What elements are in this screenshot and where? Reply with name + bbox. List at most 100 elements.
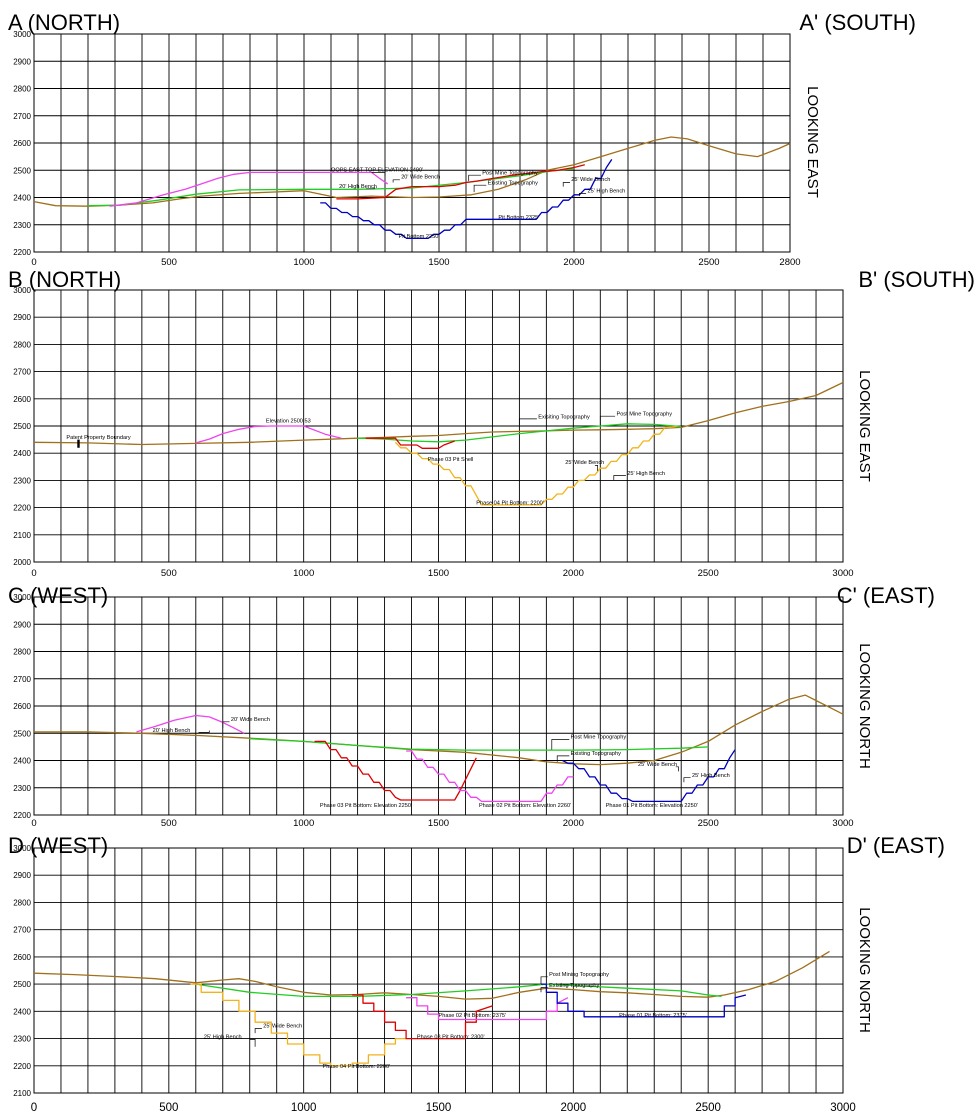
annotation-label: Existing Topography	[549, 983, 599, 989]
x-tick-label: 0	[31, 568, 36, 579]
annotation-label: 25' High Bench	[204, 1035, 242, 1041]
y-tick-label: 2100	[13, 531, 31, 540]
looking-direction-label: LOOKING NORTH	[856, 907, 873, 1033]
plot-frame	[33, 847, 844, 1094]
annotation-leader	[613, 475, 626, 481]
series-pit-blue	[320, 159, 613, 240]
y-tick-label: 2800	[13, 340, 31, 349]
annotation-leader	[556, 755, 570, 762]
series-pit-magenta	[406, 750, 574, 803]
x-tick-label: 500	[161, 257, 177, 268]
series-pit-blue	[541, 983, 747, 1018]
annotation-label: Post Mine Topography	[616, 412, 672, 418]
section-c-panel: 2200 2300 2400 2500 2600 2700 2800 2900 3000 0 500…	[8, 583, 935, 829]
looking-direction-label: LOOKING EAST	[856, 370, 873, 482]
series-pit-yellow	[190, 983, 407, 1067]
annotation-label: Phase 01 Pit Bottom: 2375'	[619, 1013, 687, 1019]
section-b-panel: 2000 2100 2200 2300 2400 2500 2600 2700 2800 2900…	[8, 267, 975, 579]
x-tick-label: 0	[31, 818, 36, 829]
x-tick-label: 0	[31, 257, 36, 268]
y-tick-label: 2600	[13, 702, 31, 711]
y-tick-label: 2900	[13, 313, 31, 322]
annotation-leader	[519, 418, 537, 425]
annotation-leader	[594, 465, 598, 471]
y-tick-label: 2800	[13, 648, 31, 657]
y-tick-label: 2700	[13, 675, 31, 684]
annotation-label: Elevation 2500.53	[266, 419, 311, 425]
y-tick-label: 2300	[13, 784, 31, 793]
series-post-mine-topography	[249, 738, 709, 751]
series-post-mine-topography	[87, 168, 575, 207]
annotation-leader	[683, 777, 691, 783]
series-pit-red	[352, 994, 493, 1040]
annotation-label: Patent Property Boundary	[66, 435, 131, 441]
annotation-label: 25' Wide Bench	[263, 1024, 302, 1030]
annotation-leader	[579, 193, 587, 197]
annotation-label: Phase 02 Pit Bottom: Elevation 2260'	[479, 803, 571, 809]
x-tick-label: 2500	[698, 568, 719, 579]
y-tick-label: 2700	[13, 926, 31, 935]
annotation-label: Phase 03 Pit Bottom: Elevation 2250'	[320, 803, 412, 809]
annotation-leader	[468, 174, 481, 182]
x-tick-label: 500	[161, 568, 177, 579]
annotation-leader	[392, 179, 400, 183]
series-pit-red	[314, 740, 477, 801]
y-tick-label: 3000	[13, 844, 31, 853]
y-tick-label: 2200	[13, 811, 31, 820]
y-tick-label: 2200	[13, 504, 31, 513]
y-tick-label: 2400	[13, 194, 31, 203]
annotation-leader	[675, 766, 679, 772]
annotation-label: 25' High Bench	[692, 773, 730, 779]
x-tick-label: 500	[161, 818, 177, 829]
x-tick-label: 1500	[428, 568, 449, 579]
x-tick-label: 2000	[563, 568, 584, 579]
y-tick-label: 2800	[13, 85, 31, 94]
annotation-leader	[254, 1028, 262, 1034]
x-tick-label: 2500	[698, 818, 719, 829]
y-tick-label: 2100	[13, 1089, 31, 1098]
y-tick-label: 2900	[13, 871, 31, 880]
y-tick-label: 2400	[13, 1007, 31, 1016]
x-tick-label: 1000	[293, 818, 314, 829]
series-existing-topography	[33, 950, 830, 1000]
x-tick-label: 3000	[830, 1102, 856, 1114]
annotation-label: Phase 02 Pit Bottom: 2375'	[439, 1013, 507, 1019]
annotation-label: OOPS EAST TOP ELEVATION 2490'	[331, 168, 423, 174]
y-tick-label: 2800	[13, 898, 31, 907]
annotation-leader	[222, 721, 230, 728]
annotation-leader	[551, 739, 570, 750]
x-tick-label: 3000	[832, 818, 853, 829]
annotation-leader	[249, 1039, 256, 1047]
annotation-label: 25' Wide Bench	[638, 762, 677, 768]
plot-frame	[33, 33, 791, 253]
x-tick-label: 1500	[426, 1102, 452, 1114]
section-title-end: C' (EAST)	[837, 583, 935, 608]
x-tick-label: 1000	[291, 1102, 317, 1114]
series-pit-red	[336, 164, 585, 200]
y-tick-label: 2300	[13, 1035, 31, 1044]
section-title-end: D' (EAST)	[847, 833, 945, 858]
series-pit-red	[365, 437, 455, 449]
annotation-label: 20' High Bench	[339, 184, 377, 190]
x-tick-label: 0	[31, 1102, 37, 1114]
y-tick-label: 2300	[13, 476, 31, 485]
y-tick-label: 2500	[13, 729, 31, 738]
annotation-label: Phase 04 Pit Bottom: 2200'	[323, 1064, 391, 1070]
annotation-label: 20' High Bench	[153, 728, 191, 734]
annotation-label: Existing Topography	[571, 751, 621, 757]
annotation-label: Post Mine Topography	[571, 735, 627, 741]
annotation-leader	[366, 186, 375, 190]
section-title-start: B (NORTH)	[8, 267, 121, 292]
series-post-mine-topography	[357, 423, 682, 443]
y-tick-label: 2300	[13, 221, 31, 230]
annotation-label: Post Mine Topography	[482, 170, 538, 176]
x-tick-label: 2800	[779, 257, 800, 268]
series-post-mine-topography	[195, 983, 722, 998]
annotation-label: Phase 03 Pit Shell	[428, 457, 474, 463]
property-boundary-marker	[77, 439, 80, 448]
y-tick-label: 2900	[13, 57, 31, 66]
annotation-label: 25' Wide Bench	[565, 460, 604, 466]
section-title-end: A' (SOUTH)	[799, 10, 916, 35]
y-tick-label: 2600	[13, 139, 31, 148]
y-tick-label: 2600	[13, 395, 31, 404]
